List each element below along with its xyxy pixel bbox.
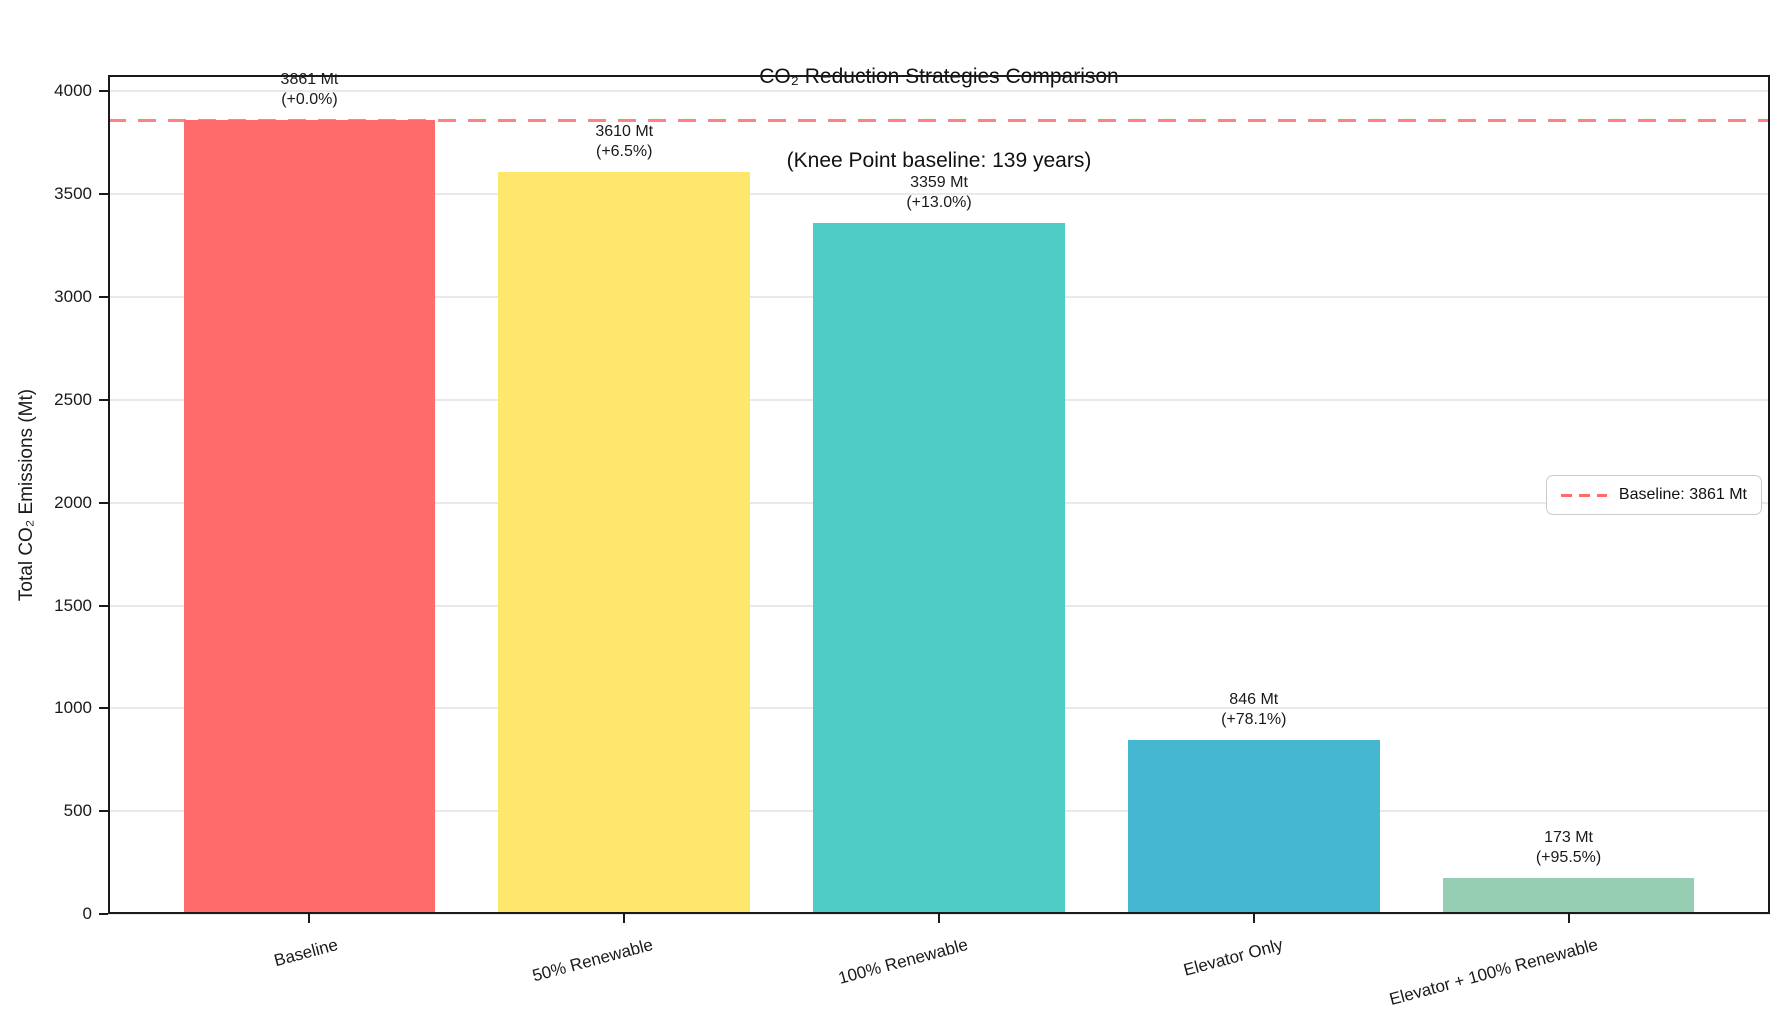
y-tick-mark-500 [99,810,108,813]
y-tick-label-500: 500 [63,801,92,821]
chart-title-line2: (Knee Point baseline: 139 years) [786,148,1092,172]
y-tick-label-2500: 2500 [54,389,92,409]
x-tick-label-4: Elevator + 100% Renewable [1386,935,1600,1009]
baseline-dashed-line [108,118,1770,122]
x-tick-mark-4 [1567,914,1570,923]
bar-value-annotation-4: 173 Mt (+95.5%) [1535,829,1602,867]
y-tick-mark-4000 [99,90,108,93]
y-tick-mark-1500 [99,604,108,607]
x-tick-mark-2 [938,914,940,923]
y-tick-label-1000: 1000 [54,698,92,718]
y-tick-label-1500: 1500 [54,595,92,615]
x-tick-label-3: Elevator Only [1181,935,1285,980]
x-tick-mark-0 [308,914,311,923]
gridline-y-3500 [108,193,1770,196]
y-tick-mark-2000 [99,501,108,504]
x-tick-mark-3 [1252,914,1255,923]
bar-value-annotation-3: 846 Mt (+78.1%) [1221,691,1287,729]
x-tick-label-2: 100% Renewable [836,935,970,988]
y-tick-label-4000: 4000 [54,81,92,101]
bar-value-annotation-0: 3861 Mt (+0.0%) [280,71,339,109]
y-tick-label-0: 0 [82,904,92,923]
y-tick-mark-2500 [99,398,108,401]
y-tick-label-2000: 2000 [54,492,92,512]
y-tick-mark-1000 [99,707,108,710]
bar-baseline [183,120,436,914]
bar-50-renewable [498,171,751,914]
legend-label: Baseline: 3861 Mt [1618,486,1747,503]
bar-value-annotation-1: 3610 Mt (+6.5%) [595,122,654,160]
bar-value-annotation-2: 3359 Mt (+13.0%) [906,174,972,212]
bar-elevator-100-renewable [1442,878,1695,914]
y-tick-mark-3000 [99,296,108,299]
bar-elevator-only [1127,740,1380,914]
y-tick-label-3000: 3000 [54,287,92,307]
x-tick-mark-1 [623,914,626,923]
legend: Baseline: 3861 Mt [1545,475,1762,515]
dashed-line-legend-swatch [1560,493,1607,497]
x-tick-label-0: Baseline [272,935,341,971]
gridline-y-4000 [108,90,1770,93]
x-tick-label-1: 50% Renewable [530,935,656,986]
bar-100-renewable [813,223,1065,914]
y-tick-mark-0 [99,913,108,915]
y-tick-label-3500: 3500 [54,184,92,204]
y-tick-mark-3500 [99,193,108,196]
